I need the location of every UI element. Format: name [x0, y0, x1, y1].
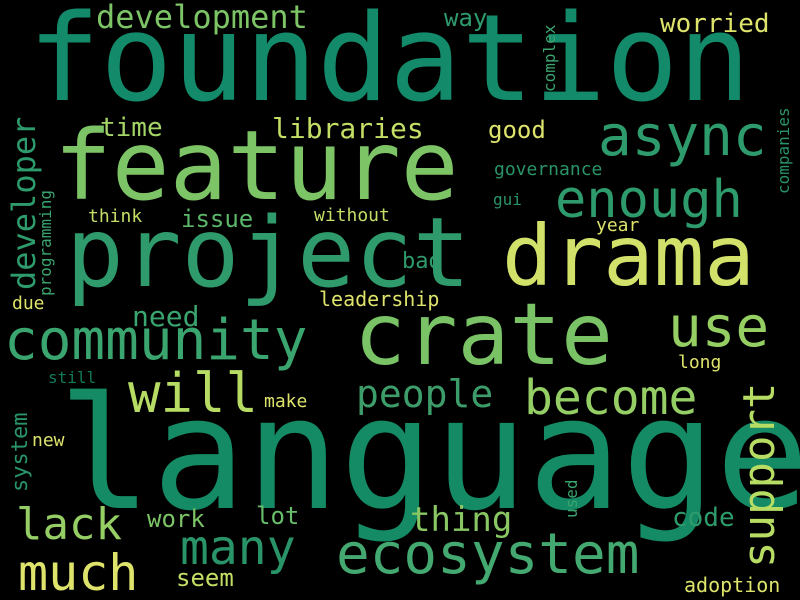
- word-seem: seem: [176, 564, 234, 592]
- word-year: year: [596, 215, 640, 236]
- word-make: make: [264, 391, 308, 412]
- word-without: without: [314, 205, 390, 226]
- word-support: support: [734, 382, 785, 568]
- word-adoption: adoption: [684, 573, 781, 597]
- word-new: new: [32, 430, 65, 451]
- word-community: community: [4, 308, 308, 373]
- word-leadership: leadership: [319, 287, 440, 311]
- word-companies: companies: [774, 107, 793, 194]
- word-think: think: [88, 206, 143, 227]
- word-bad: bad: [402, 249, 442, 274]
- word-lot: lot: [256, 502, 300, 530]
- word-used: used: [562, 479, 581, 518]
- word-system: system: [8, 412, 33, 492]
- word-feature: feature: [54, 110, 459, 222]
- word-become: become: [524, 370, 698, 426]
- word-will: will: [128, 362, 259, 425]
- word-work: work: [147, 505, 205, 533]
- word-good: good: [488, 116, 546, 144]
- word-enough: enough: [555, 170, 743, 230]
- word-ecosystem: ecosystem: [336, 522, 640, 587]
- word-async: async: [598, 104, 767, 169]
- word-use: use: [668, 295, 770, 360]
- word-drama: drama: [502, 207, 755, 305]
- word-language: language: [58, 363, 800, 545]
- word-due: due: [12, 293, 45, 314]
- word-still: still: [48, 368, 97, 387]
- word-lack: lack: [16, 499, 122, 550]
- word-need: need: [132, 300, 200, 333]
- word-programming: programming: [36, 190, 55, 296]
- word-worried: worried: [660, 9, 770, 39]
- word-complex: complex: [540, 24, 559, 92]
- word-gui: gui: [493, 190, 522, 209]
- word-code: code: [672, 503, 735, 533]
- word-issue: issue: [181, 205, 254, 233]
- word-time: time: [100, 113, 163, 143]
- word-libraries: libraries: [272, 112, 424, 145]
- word-crate: crate: [354, 285, 613, 385]
- word-way: way: [444, 4, 488, 32]
- word-development: development: [96, 0, 308, 36]
- word-long: long: [678, 352, 722, 373]
- word-much: much: [18, 544, 139, 600]
- word-governance: governance: [494, 159, 603, 180]
- word-project: project: [66, 197, 471, 309]
- word-thing: thing: [410, 500, 513, 540]
- word-people: people: [356, 372, 494, 416]
- word-many: many: [180, 520, 296, 576]
- word-foundation: foundation: [28, 0, 751, 129]
